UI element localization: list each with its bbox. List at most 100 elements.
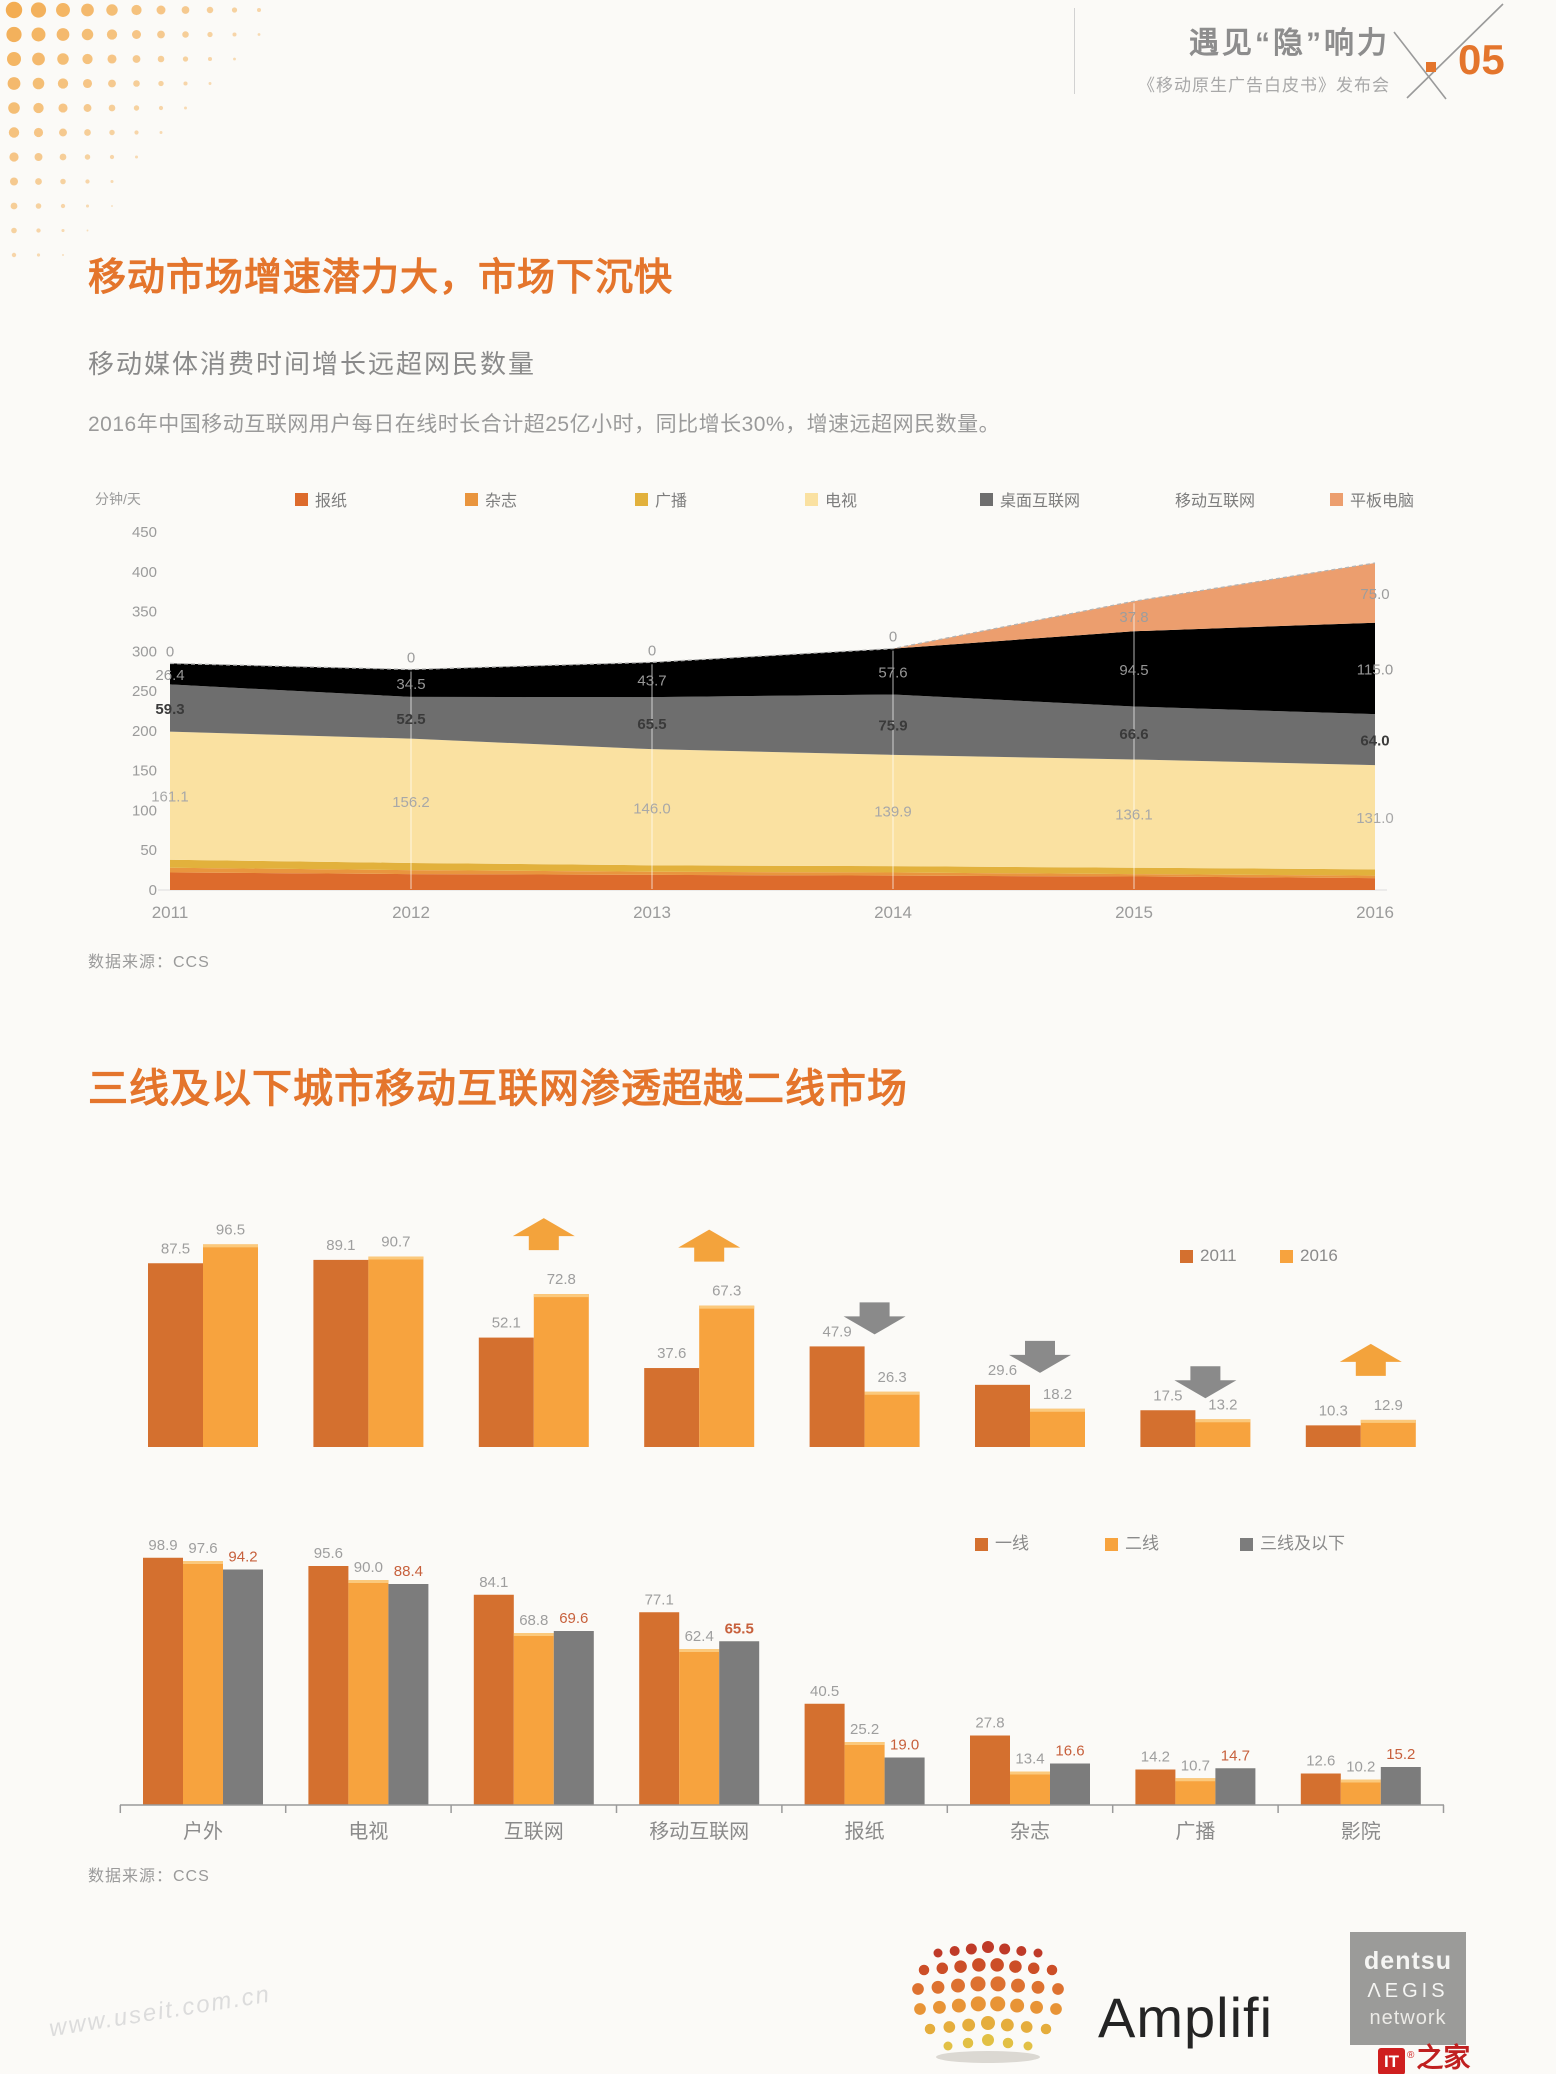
dentsu-line2: ΛEGIS xyxy=(1367,1980,1449,2002)
data-label: 75.0 xyxy=(1360,586,1389,603)
bar-cap xyxy=(699,1305,755,1309)
decor-dot xyxy=(106,4,118,16)
logo-dot xyxy=(982,1941,994,1953)
area-chart-ylabel: 分钟/天 xyxy=(95,491,141,507)
data-label: 146.0 xyxy=(633,800,671,817)
bar-label: 17.5 xyxy=(1153,1387,1182,1404)
legend-swatch xyxy=(975,1538,988,1551)
bar-互联网-三线及以下 xyxy=(553,1631,594,1805)
decor-dot xyxy=(184,106,187,110)
x-tick: 2012 xyxy=(392,903,430,922)
decor-dot xyxy=(10,177,18,186)
bar-影院-二线 xyxy=(1340,1779,1381,1805)
category-label: 报纸 xyxy=(845,1820,885,1843)
y-tick: 400 xyxy=(132,564,157,581)
decor-dot xyxy=(56,28,70,41)
bar-电视-2016 xyxy=(368,1256,424,1447)
decor-dot xyxy=(61,228,65,233)
bar-互联网-二线 xyxy=(513,1633,554,1805)
decor-dot xyxy=(207,31,213,38)
bar-cap xyxy=(513,1633,554,1636)
report-subtitle: 《移动原生广告白皮书》发布会 xyxy=(1138,76,1390,95)
data-label: 0 xyxy=(648,642,656,659)
decor-dot xyxy=(86,229,89,232)
bar-label: 18.2 xyxy=(1043,1386,1072,1403)
decor-dot xyxy=(82,53,93,65)
logo-dot xyxy=(912,1983,924,1995)
bar-报纸-二线 xyxy=(844,1742,885,1805)
data-label: 59.3 xyxy=(155,701,184,718)
bar-label: 89.1 xyxy=(326,1237,355,1254)
section1-title: 移动市场增速潜力大，市场下沉快 xyxy=(88,257,674,299)
logo-dot xyxy=(999,1943,1011,1955)
decor-dot xyxy=(133,80,140,87)
data-label: 0 xyxy=(407,649,415,666)
decor-dot xyxy=(183,81,188,86)
area-legend-item: 广播 xyxy=(635,487,687,511)
decor-dot xyxy=(110,179,114,184)
bar-label: 29.6 xyxy=(988,1362,1017,1379)
category-label: 影院 xyxy=(1341,1820,1381,1843)
logo-dot xyxy=(962,2018,976,2032)
area-legend-item: 电视 xyxy=(805,487,857,511)
logo-dot xyxy=(1016,1946,1027,1956)
x-tick: 2011 xyxy=(152,903,189,922)
y-tick: 350 xyxy=(132,604,157,621)
bar-label: 52.1 xyxy=(492,1315,521,1332)
bar-label: 10.7 xyxy=(1181,1757,1210,1774)
corner-dots-decoration xyxy=(5,1,261,258)
bar-label: 88.4 xyxy=(394,1563,423,1580)
legend-label: 桌面互联网 xyxy=(1000,493,1081,510)
logo-dot xyxy=(970,1976,986,1992)
decor-dot xyxy=(257,8,261,12)
decor-dot xyxy=(108,104,116,112)
decor-dot xyxy=(84,154,91,160)
dentsu-line1: dentsu xyxy=(1364,1947,1452,1975)
decor-dot xyxy=(60,178,66,185)
legend-label: 一线 xyxy=(995,1534,1029,1553)
itzhijia-box: IT xyxy=(1378,2048,1405,2074)
area-series-报纸 xyxy=(170,872,1375,890)
decor-dot xyxy=(81,3,94,17)
trend-arrow-up-icon xyxy=(678,1229,741,1262)
y-tick: 50 xyxy=(140,842,157,859)
bar-label: 10.3 xyxy=(1319,1402,1348,1419)
decor-dot xyxy=(83,104,92,112)
legend-swatch xyxy=(1330,492,1343,506)
decor-dot xyxy=(208,82,212,85)
decor-dot xyxy=(182,56,189,62)
logo-dot xyxy=(933,1948,943,1958)
bar-label: 97.6 xyxy=(188,1540,217,1557)
bar-label: 47.9 xyxy=(822,1323,851,1340)
bar-label: 94.2 xyxy=(228,1549,257,1566)
amplifi-logo-text: Amplifi xyxy=(1098,1986,1274,2049)
bar-电视-二线 xyxy=(348,1580,389,1805)
trend-arrow-down-icon xyxy=(1009,1340,1071,1373)
decor-dot xyxy=(132,30,141,39)
decor-dot xyxy=(206,6,214,14)
bar-广播-二线 xyxy=(1175,1778,1216,1805)
bar-报纸-三线及以下 xyxy=(884,1757,925,1805)
logo-dot xyxy=(943,2041,953,2051)
area-series-桌面互联网 xyxy=(170,684,1375,766)
logo-dot xyxy=(1010,1998,1025,2013)
decor-dot xyxy=(232,32,237,37)
decor-dot xyxy=(10,202,18,210)
bar-影院-2016 xyxy=(1360,1419,1416,1447)
decor-dot xyxy=(35,203,42,209)
decor-dot xyxy=(158,105,164,111)
logo-dot xyxy=(1000,2018,1014,2032)
bar-户外-2011 xyxy=(148,1263,203,1447)
watermark-useit: www.useit.com.cn xyxy=(47,1980,273,2043)
bar-label: 96.5 xyxy=(216,1221,245,1238)
data-label: 75.9 xyxy=(878,718,907,735)
area-chart: 0 50 100 150 200 250 300 350 400 450 2011 2012 2013 2… xyxy=(132,524,1394,922)
bar-杂志-二线 xyxy=(1010,1771,1050,1805)
decor-dot xyxy=(207,56,213,62)
bar-label: 14.7 xyxy=(1221,1747,1250,1764)
logo-dot xyxy=(1002,2037,1014,2049)
bar-cap xyxy=(203,1244,258,1248)
logo-dot xyxy=(933,2000,946,2014)
x-tick: 2013 xyxy=(633,903,671,922)
bar-label: 72.8 xyxy=(547,1271,576,1288)
